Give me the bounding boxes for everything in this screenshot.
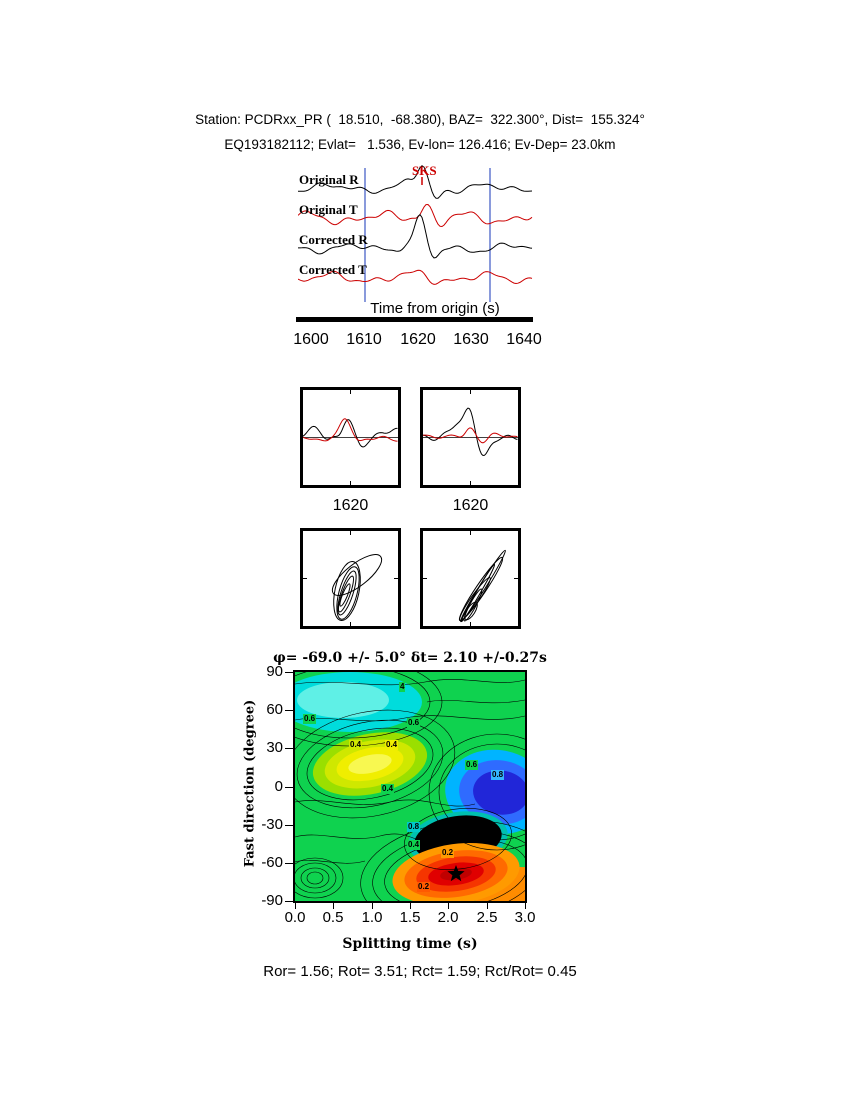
- window-waveform-plot-2: [422, 390, 518, 485]
- window-waveform-box-original: [300, 387, 401, 488]
- cyan-region: [295, 672, 422, 732]
- yellow-region: [312, 732, 428, 796]
- y-tick-label: 60: [266, 701, 283, 718]
- x-tick-mark: [372, 903, 373, 909]
- x-tick-mark: [410, 903, 411, 909]
- x-tick-label: 2.5: [476, 909, 498, 926]
- windowed-trace-r: [422, 407, 518, 457]
- x-tick-label: 0.0: [284, 909, 306, 926]
- x-tick-label: 1.0: [361, 909, 383, 926]
- trace-label-original-r: Original R: [299, 172, 359, 187]
- best-fit-star: [447, 865, 465, 882]
- station-header: Station: PCDRxx_PR ( 18.510, -68.380), B…: [195, 112, 645, 127]
- contour-level-label: 0.4: [349, 740, 363, 750]
- y-tick-label: 0: [274, 778, 283, 795]
- trace-label-corrected-r: Corrected R: [299, 232, 368, 247]
- contour-level-label: 0.4: [385, 740, 399, 750]
- x-tick-label: 3.0: [514, 909, 536, 926]
- particle-motion-box-corrected: [420, 528, 521, 629]
- contour-level-label: 0.2: [417, 882, 431, 892]
- trace-original-r: [298, 165, 533, 199]
- contour-level-label: 4: [399, 682, 406, 692]
- splitting-stats: Ror= 1.56; Rot= 3.51; Rct= 1.59; Rct/Rot…: [263, 963, 577, 980]
- y-tick-mark: [285, 901, 293, 902]
- time-tick-label: 1620: [400, 331, 436, 348]
- contour-level-label: 0.4: [381, 784, 395, 794]
- y-tick-mark: [285, 748, 293, 749]
- y-tick-mark: [285, 710, 293, 711]
- trace-corrected-r: [298, 213, 533, 259]
- contour-level-label: 0.2: [441, 848, 455, 858]
- x-tick-label: 1.5: [399, 909, 421, 926]
- error-surface-map: 4 0.6 0.6 0.4 0.4 0.6 0.8 0.4 0.8 0.4 0.2 0.2: [293, 670, 527, 903]
- y-tick-mark: [285, 672, 293, 673]
- time-tick-label: 1640: [506, 331, 542, 348]
- y-tick-label: -30: [261, 816, 283, 833]
- contour-level-label: 0.6: [303, 714, 317, 724]
- contour-svg: [295, 672, 525, 901]
- contour-level-label: 0.6: [465, 760, 479, 770]
- waveform-panel: [298, 165, 533, 302]
- x-axis-title: Splitting time (s): [342, 936, 478, 952]
- x-tick-label: 0.5: [322, 909, 344, 926]
- x-tick-mark: [295, 903, 296, 909]
- panel-time-label-2: 1620: [452, 497, 489, 514]
- trace-label-corrected-t: Corrected T: [299, 262, 367, 277]
- time-axis-bar: [296, 317, 533, 322]
- phase-label: SKS: [412, 163, 437, 178]
- particle-motion-box-original: [300, 528, 401, 629]
- window-waveform-plot-1: [302, 390, 398, 485]
- x-tick-mark: [448, 903, 449, 909]
- contour-level-label: 0.6: [407, 718, 421, 728]
- particle-motion-plot-2: [423, 531, 518, 626]
- y-tick-label: 30: [266, 739, 283, 756]
- contour-level-label: 0.4: [407, 840, 421, 850]
- time-tick-label: 1600: [293, 331, 329, 348]
- contour-level-label: 0.8: [407, 822, 421, 832]
- x-tick-mark: [487, 903, 488, 909]
- windowed-trace-t: [422, 427, 518, 444]
- trace-original-t: [298, 203, 533, 228]
- y-tick-mark: [285, 863, 293, 864]
- y-tick-mark: [285, 787, 293, 788]
- y-tick-label: -90: [261, 892, 283, 909]
- x-tick-mark: [333, 903, 334, 909]
- contour-level-label: 0.8: [491, 770, 505, 780]
- x-tick-mark: [525, 903, 526, 909]
- time-tick-label: 1630: [453, 331, 489, 348]
- event-header: EQ193182112; Evlat= 1.536, Ev-lon= 126.4…: [224, 137, 616, 152]
- trace-label-original-t: Original T: [299, 202, 358, 217]
- windowed-trace-t: [302, 418, 398, 442]
- y-tick-label: -60: [261, 854, 283, 871]
- window-waveform-box-corrected: [420, 387, 521, 488]
- time-tick-label: 1610: [346, 331, 382, 348]
- time-axis-title: Time from origin (s): [370, 300, 500, 317]
- contour-title: φ= -69.0 +/- 5.0° δt= 2.10 +/-0.27s: [273, 650, 547, 666]
- trace-corrected-t: [298, 269, 533, 285]
- y-tick-label: 90: [266, 663, 283, 680]
- y-tick-mark: [285, 825, 293, 826]
- particle-motion-ellipses: [331, 554, 383, 621]
- particle-motion-loops: [458, 549, 506, 623]
- particle-motion-plot-1: [303, 531, 398, 626]
- x-tick-label: 2.0: [437, 909, 459, 926]
- panel-time-label-1: 1620: [332, 497, 369, 514]
- windowed-trace-r: [302, 419, 398, 448]
